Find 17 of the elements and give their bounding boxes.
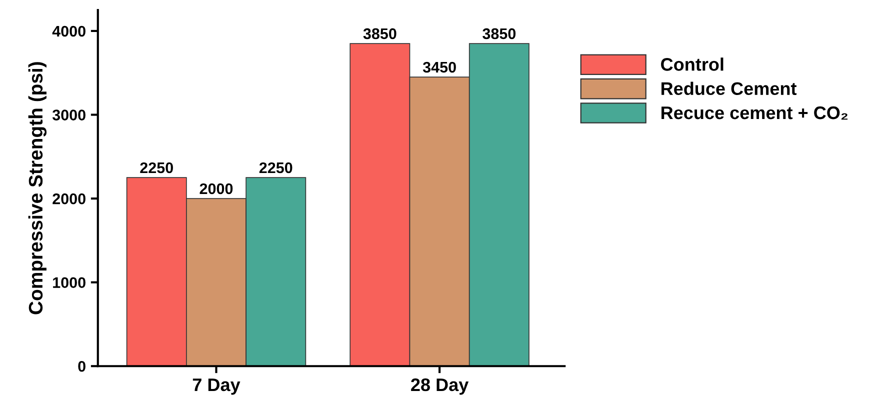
data-label: 2250 — [259, 162, 292, 174]
data-label: 3450 — [422, 62, 456, 73]
data-label: 2000 — [200, 183, 233, 194]
data-label: 3850 — [363, 28, 396, 40]
data-label: 2250 — [140, 162, 173, 174]
y-tick-label: 2000 — [52, 193, 86, 204]
y-axis-title: Compressive Strength (psi) — [28, 62, 47, 314]
x-tick-label: 7 Day — [192, 378, 240, 395]
data-label: 3850 — [482, 28, 516, 40]
y-tick-label: 1000 — [53, 277, 86, 288]
legend-label: Recuce cement + CO₂ — [662, 106, 848, 120]
y-tick-label: 0 — [78, 360, 86, 372]
x-tick-label: 28 Day — [411, 378, 469, 395]
legend-label: Control — [661, 58, 724, 71]
legend-label: Reduce Cement — [662, 82, 797, 96]
y-tick-label: 3000 — [52, 110, 86, 120]
y-tick-label: 4000 — [52, 26, 86, 37]
